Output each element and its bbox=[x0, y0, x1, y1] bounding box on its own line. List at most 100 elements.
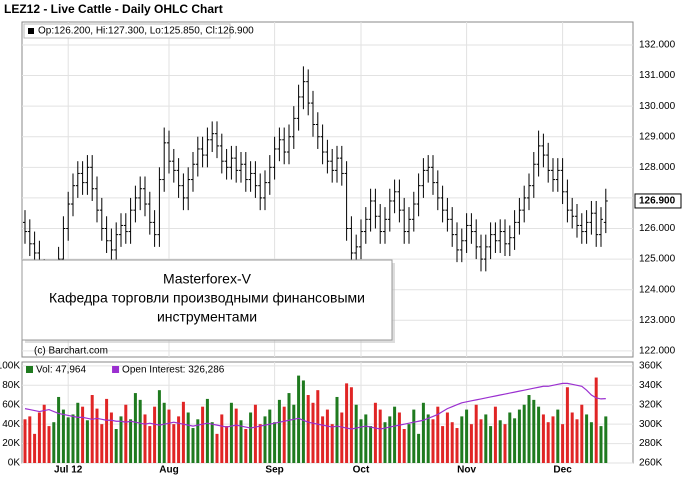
y-tick-label: 60K bbox=[2, 399, 20, 410]
volume-bar bbox=[181, 401, 185, 463]
volume-bar bbox=[508, 412, 512, 463]
volume-bar bbox=[61, 409, 65, 463]
volume-bar bbox=[522, 404, 526, 463]
volume-bar bbox=[210, 422, 214, 463]
legend-label: Open Interest: 326,286 bbox=[122, 365, 225, 376]
volume-bar bbox=[541, 414, 545, 463]
last-price-label: 126.900 bbox=[639, 196, 676, 207]
volume-bar bbox=[565, 387, 569, 463]
volume-bar bbox=[517, 409, 521, 463]
volume-bar bbox=[455, 428, 459, 463]
volume-bar bbox=[186, 412, 190, 463]
legend-marker bbox=[26, 366, 33, 373]
x-tick-label: Sep bbox=[265, 465, 283, 476]
overlay: Masterforex-V Кафедра торговли производн… bbox=[21, 259, 395, 343]
volume-bar bbox=[109, 412, 113, 463]
labels: 122.000123.000124.000125.000126.000127.0… bbox=[0, 40, 682, 476]
volume-bar bbox=[561, 424, 565, 463]
volume-bar bbox=[268, 409, 272, 463]
y-tick-label: 131.000 bbox=[639, 70, 676, 81]
volume-bar bbox=[42, 404, 46, 463]
volume-bar bbox=[273, 422, 277, 463]
volume-bar bbox=[431, 419, 435, 463]
y-tick-label: 80K bbox=[2, 380, 20, 391]
volume-bar bbox=[297, 375, 301, 463]
volume-bar bbox=[426, 414, 430, 463]
volume-bar bbox=[129, 419, 133, 463]
volume-bar bbox=[33, 433, 37, 463]
volume-bar bbox=[325, 409, 329, 463]
x-tick-label: Nov bbox=[457, 465, 476, 476]
x-tick-label: Jul 12 bbox=[54, 465, 83, 476]
volume-bar bbox=[105, 398, 109, 463]
volume-bar bbox=[81, 406, 85, 463]
volume-bar bbox=[604, 416, 608, 463]
volume-bar bbox=[90, 395, 94, 463]
volume-bar bbox=[167, 409, 171, 463]
volume-bar bbox=[47, 426, 51, 463]
volume-bar bbox=[479, 419, 483, 463]
volume-bar bbox=[95, 408, 99, 463]
volume-bar bbox=[52, 422, 56, 463]
y-tick-label: 132.000 bbox=[639, 40, 676, 51]
volume-bar bbox=[321, 416, 325, 463]
volume-bar bbox=[397, 412, 401, 463]
chart-title: LEZ12 - Live Cattle - Daily OHLC Chart bbox=[4, 2, 223, 16]
volume-bar bbox=[402, 429, 406, 463]
volume-bar bbox=[239, 420, 243, 463]
y2-tick-label: 300K bbox=[639, 419, 663, 430]
volume-bar bbox=[469, 424, 473, 463]
y-tick-label: 100K bbox=[0, 361, 20, 372]
volume-bar bbox=[503, 424, 507, 463]
volume-bar bbox=[364, 414, 368, 463]
volume-bar bbox=[445, 412, 449, 463]
y-tick-label: 40K bbox=[2, 419, 20, 430]
volume-bar bbox=[537, 406, 541, 463]
y-tick-label: 128.000 bbox=[639, 162, 676, 173]
volume-bar bbox=[249, 412, 253, 463]
volume-bar bbox=[37, 412, 41, 463]
volume-bar bbox=[143, 414, 147, 463]
volume-bar bbox=[369, 426, 373, 463]
volume-bar bbox=[306, 395, 310, 463]
y-tick-label: 0K bbox=[8, 458, 21, 469]
y-tick-label: 126.000 bbox=[639, 223, 676, 234]
volume-bar bbox=[359, 419, 363, 463]
volume-bar bbox=[157, 390, 161, 463]
y-tick-label: 20K bbox=[2, 438, 20, 449]
volume-bar bbox=[28, 416, 32, 463]
volume-bar bbox=[345, 383, 349, 463]
volume-bar bbox=[172, 424, 176, 463]
volume-bar bbox=[263, 416, 267, 463]
legend-text: Op:126.200, Hi:127.300, Lo:125.850, Cl:1… bbox=[38, 26, 254, 37]
legend-label: Vol: 47,964 bbox=[36, 365, 86, 376]
volume-bar bbox=[527, 395, 531, 463]
volume-bar bbox=[253, 404, 257, 463]
volume-bar bbox=[585, 414, 589, 463]
volume-bar bbox=[66, 417, 70, 463]
volume-bar bbox=[417, 433, 421, 463]
volume-bar bbox=[85, 420, 89, 463]
volume-bar bbox=[474, 404, 478, 463]
volume-bar bbox=[229, 402, 233, 463]
volume-bar bbox=[292, 404, 296, 463]
volume-bar bbox=[599, 426, 603, 463]
marks bbox=[23, 66, 608, 463]
volume-bar bbox=[465, 409, 469, 463]
overlay-line: Кафедра торговли производными финансовым… bbox=[49, 290, 365, 306]
legend-marker bbox=[112, 366, 120, 373]
overlay-box bbox=[21, 259, 393, 341]
volume-bar bbox=[311, 402, 315, 463]
volume-bar bbox=[133, 393, 137, 463]
volume-bar bbox=[148, 426, 152, 463]
y-tick-label: 130.000 bbox=[639, 101, 676, 112]
volume-bar bbox=[282, 406, 286, 463]
overlay-line: инструментами bbox=[157, 309, 257, 325]
volume-bar bbox=[407, 424, 411, 463]
volume-bar bbox=[23, 419, 27, 463]
volume-bar bbox=[71, 414, 75, 463]
y-tick-label: 122.000 bbox=[639, 346, 676, 357]
volume-bar bbox=[594, 377, 598, 463]
volume-bar bbox=[196, 419, 200, 463]
